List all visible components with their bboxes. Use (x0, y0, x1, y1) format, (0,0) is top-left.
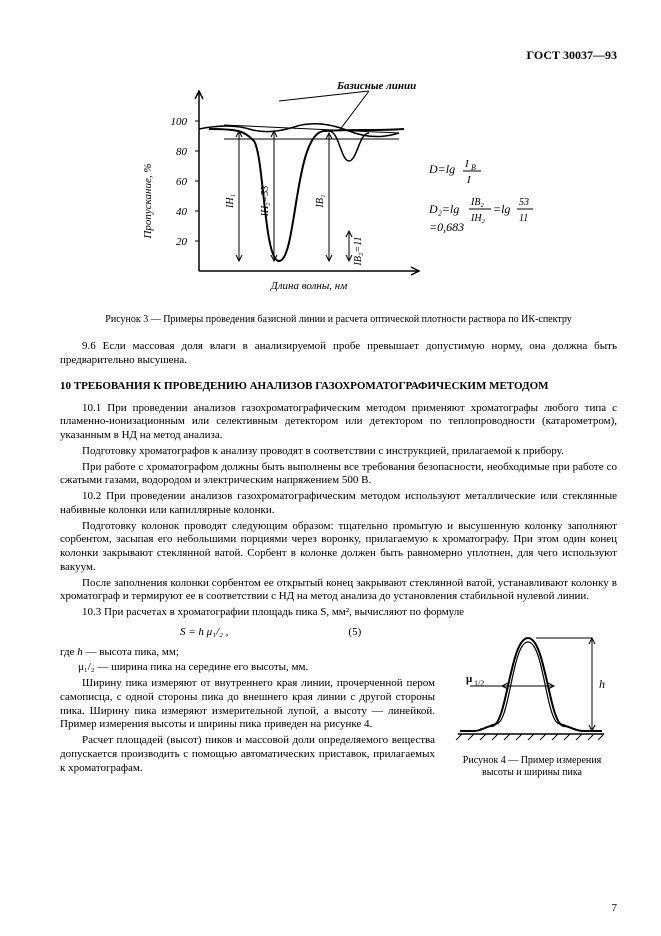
formula-and-fig4-block: μ 1/2 h Рисунок 4 — Пример измерения выс… (60, 626, 617, 786)
para-10-2b: Подготовку колонок проводят следующим об… (60, 520, 617, 575)
svg-text:=0,683: =0,683 (429, 220, 464, 234)
svg-text:IB₂=11: IB₂=11 (353, 237, 364, 267)
svg-text:11: 11 (519, 213, 528, 224)
svg-text:IB₂: IB₂ (470, 197, 484, 208)
svg-text:I: I (466, 174, 472, 186)
svg-text:60: 60 (176, 176, 188, 188)
para-10-2c: После заполнения колонки сорбентом ее от… (60, 577, 617, 605)
svg-text:1/2: 1/2 (474, 679, 484, 688)
figure-4-svg: μ 1/2 h (452, 626, 612, 746)
section-10-heading: 10 ТРЕБОВАНИЯ К ПРОВЕДЕНИЮ АНАЛИЗОВ ГАЗО… (60, 380, 617, 394)
figure-4-caption: Рисунок 4 — Пример измерения высоты и ши… (447, 755, 617, 780)
svg-text:80: 80 (176, 146, 188, 158)
page-number: 7 (612, 902, 618, 916)
svg-text:IH₂=53: IH₂=53 (260, 186, 271, 218)
svg-text:μ: μ (466, 673, 473, 685)
svg-text:=lg: =lg (493, 202, 510, 216)
svg-text:Базисные линии: Базисные линии (336, 80, 416, 92)
para-10-3: 10.3 При расчетах в хроматографии площад… (60, 606, 617, 620)
figure-4: μ 1/2 h Рисунок 4 — Пример измерения выс… (447, 626, 617, 780)
svg-text:Длина волны, нм: Длина волны, нм (269, 280, 347, 292)
svg-text:Пропускание, %: Пропускание, % (142, 163, 154, 239)
figure-3-svg: 20 40 60 80 100 Пропускание, % Длина вол… (129, 71, 549, 301)
para-9-6: 9.6 Если массовая доля влаги в анализиру… (60, 340, 617, 368)
document-id: ГОСТ 30037—93 (60, 48, 617, 63)
figure-3: 20 40 60 80 100 Пропускание, % Длина вол… (60, 71, 617, 306)
para-10-1a: 10.1 При проведении анализов газохромато… (60, 402, 617, 443)
formula-row: S = h μ₁/₂ , (5) (60, 626, 435, 640)
para-10-1c: При работе с хроматографом должны быть в… (60, 461, 617, 489)
svg-text:IH₁: IH₁ (225, 194, 236, 209)
formula-5: S = h μ₁/₂ , (180, 626, 228, 640)
svg-text:D=lg: D=lg (428, 162, 455, 176)
def-h-post: — высота пика, мм; (83, 646, 179, 658)
svg-text:53: 53 (519, 197, 529, 208)
svg-text:100: 100 (170, 116, 187, 128)
svg-text:h: h (599, 677, 605, 691)
def-h-pre: где (60, 646, 77, 658)
svg-text:40: 40 (176, 206, 188, 218)
para-10-1b: Подготовку хроматографов к анализу прово… (60, 445, 617, 459)
figure-3-caption: Рисунок 3 — Примеры проведения базисной … (60, 314, 617, 327)
svg-text:IH₂: IH₂ (470, 213, 486, 224)
para-10-2a: 10.2 При проведении анализов газохромато… (60, 490, 617, 518)
svg-text:D₂=lg: D₂=lg (428, 202, 459, 216)
svg-text:IB₁: IB₁ (315, 195, 326, 209)
page: ГОСТ 30037—93 20 40 60 80 100 Пропуск (0, 0, 661, 936)
svg-text:I: I (464, 158, 470, 170)
svg-text:20: 20 (176, 236, 188, 248)
formula-5-number: (5) (348, 626, 361, 640)
